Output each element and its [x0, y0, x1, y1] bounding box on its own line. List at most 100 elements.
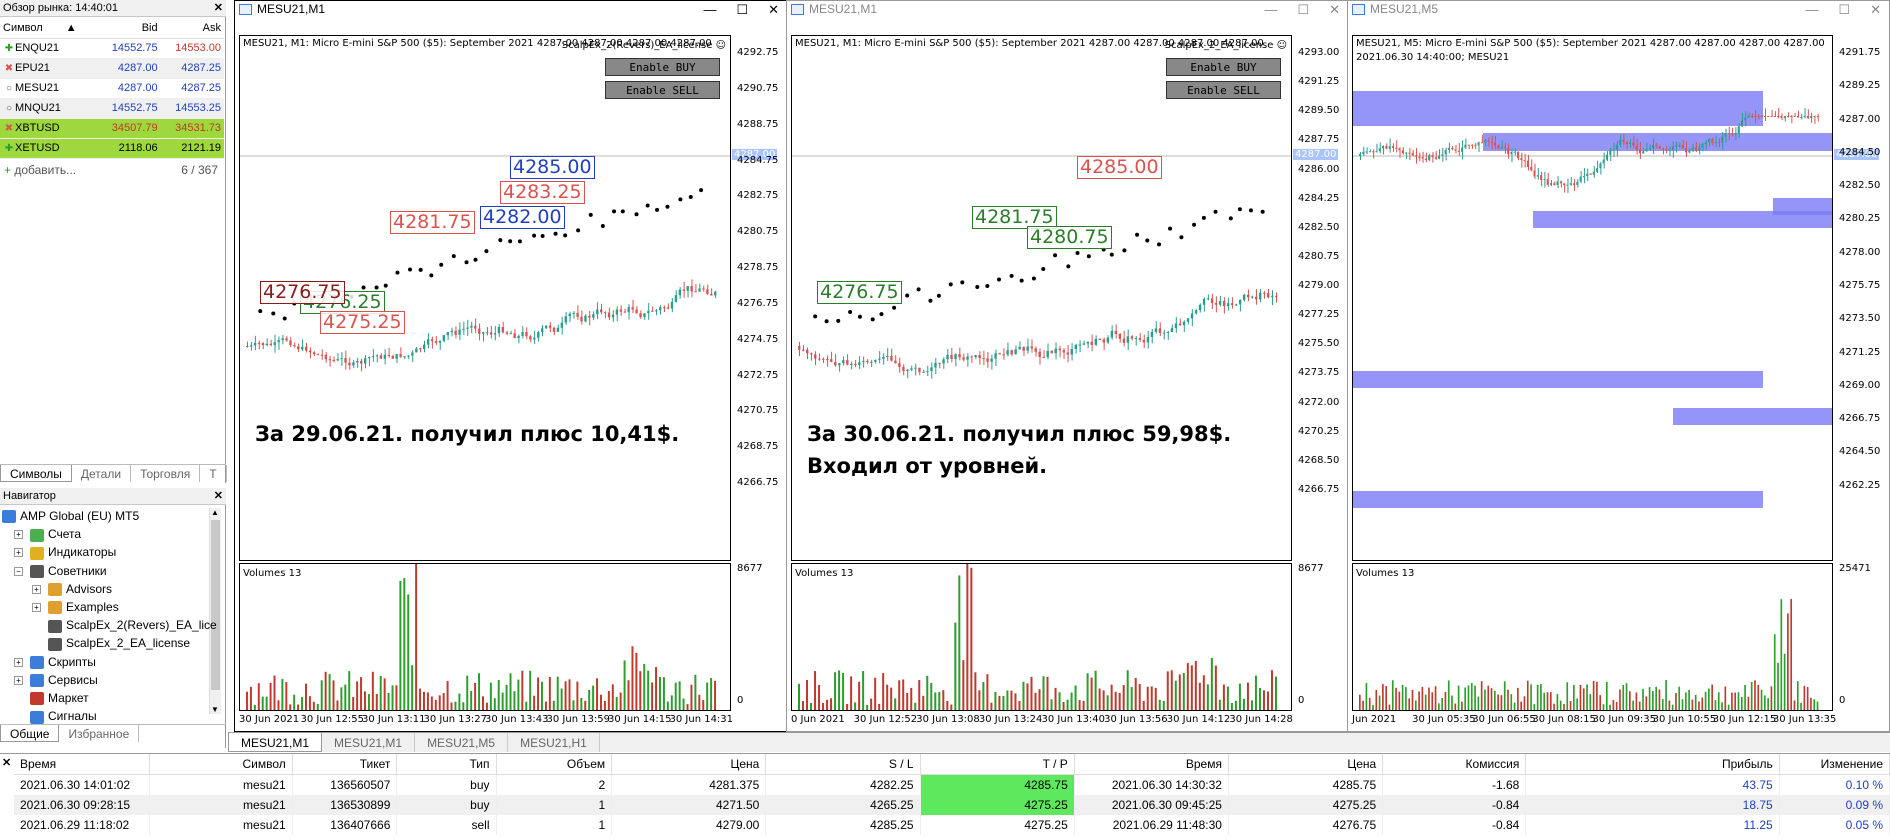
enable-buy-button[interactable]: Enable BUY — [605, 58, 720, 76]
volume-chart-area[interactable]: Volumes 13 — [791, 563, 1292, 711]
trade-column-header[interactable]: Цена — [611, 754, 767, 775]
trade-column-header[interactable]: Прибыль — [1525, 754, 1780, 775]
enable-sell-button[interactable]: Enable SELL — [605, 81, 720, 99]
trade-row[interactable]: 2021.06.30 14:01:02 mesu21 136560507 buy 2 42… — [14, 774, 1890, 795]
trade-column-header[interactable]: Комиссия — [1382, 754, 1527, 775]
tab-details[interactable]: Детали — [72, 465, 132, 482]
navigator-item[interactable]: ScalpEx_2_EA_license — [48, 634, 190, 652]
col-symbol[interactable]: Символ ▲ — [0, 18, 98, 39]
window-controls[interactable]: — ☐ ✕ — [683, 1, 779, 18]
trade-column-header[interactable]: Символ — [149, 754, 293, 775]
chart-tab[interactable]: MESU21,M1 — [322, 733, 416, 752]
navigator-item[interactable]: Сигналы — [30, 707, 97, 725]
volume-bar — [1178, 674, 1181, 710]
chart-window-titlebar[interactable]: MESU21,M1 — ☐ ✕ — [235, 1, 787, 18]
add-symbol-label[interactable]: добавить... — [14, 163, 77, 177]
navigator-item[interactable]: Скрипты — [30, 653, 96, 671]
trade-column-header[interactable]: Изменение — [1779, 754, 1890, 775]
volume-chart-area[interactable]: Volumes 13 — [1352, 563, 1833, 711]
trade-column-header[interactable]: Цена — [1228, 754, 1384, 775]
enable-sell-button[interactable]: Enable SELL — [1166, 81, 1281, 99]
chart-tab[interactable]: MESU21,H1 — [508, 733, 600, 752]
enable-buy-button[interactable]: Enable BUY — [1166, 58, 1281, 76]
add-symbol-row[interactable]: + добавить... 6 / 367 — [4, 163, 218, 177]
trade-column-header[interactable]: Время — [14, 754, 150, 775]
navigator-item[interactable]: Advisors — [48, 580, 112, 598]
symbol-cell[interactable]: ✖ XBTUSD — [0, 118, 98, 139]
close-icon[interactable]: ✕ — [1870, 2, 1881, 17]
trade-column-header[interactable]: Объем — [496, 754, 613, 775]
symbol-cell[interactable]: ○ MNQU21 — [0, 98, 98, 119]
chart-window-titlebar[interactable]: MESU21,M1 — ☐ ✕ — [787, 1, 1348, 18]
symbol-cell[interactable]: ○ MESU21 — [0, 78, 98, 99]
market-watch-row[interactable]: ✚ ENQU21 14552.75 14553.00 — [0, 38, 224, 59]
price-chart-area[interactable]: MESU21, M5: Micro E-mini S&P 500 ($5): S… — [1352, 35, 1833, 561]
volume-bar — [670, 695, 673, 710]
tab-ticks[interactable]: Т — [200, 465, 227, 482]
tab-favorites[interactable]: Избранное — [59, 725, 140, 742]
tab-symbols[interactable]: Символы — [0, 465, 72, 482]
chart-window-titlebar[interactable]: MESU21,M5 — ☐ ✕ — [1348, 1, 1889, 18]
symbol-cell[interactable]: ✖ EPU21 — [0, 58, 98, 79]
close-icon[interactable]: ✕ — [1329, 2, 1340, 17]
candle-body — [1530, 166, 1533, 171]
chart-window[interactable]: MESU21,M1 — ☐ ✕ MESU21, M1: Micro E-mini S&P… — [234, 0, 788, 732]
market-watch-row[interactable]: ○ MESU21 4287.00 4287.25 — [0, 78, 224, 99]
chart-window[interactable]: MESU21,M5 — ☐ ✕ MESU21, M5: Micro E-mini S&P… — [1347, 0, 1890, 732]
expand-toggle-icon[interactable]: + — [14, 530, 23, 540]
volume-bar — [1166, 671, 1169, 710]
window-controls[interactable]: — ☐ ✕ — [1785, 1, 1881, 18]
tab-trading[interactable]: Торговля — [131, 465, 201, 482]
trade-column-header[interactable]: Время — [1074, 754, 1229, 775]
expand-toggle-icon[interactable]: + — [14, 675, 23, 685]
expand-toggle-icon[interactable]: + — [14, 548, 23, 558]
trade-row[interactable]: 2021.06.29 11:18:02 mesu21 136407666 sell 1 4… — [14, 814, 1890, 835]
symbol-cell[interactable]: ✚ ENQU21 — [0, 38, 98, 59]
close-icon[interactable]: ✕ — [2, 757, 12, 769]
navigator-item[interactable]: Индикаторы — [30, 543, 116, 561]
col-ask[interactable]: Ask — [160, 18, 224, 39]
maximize-icon[interactable]: ☐ — [1838, 2, 1851, 17]
chart-tab[interactable]: MESU21,M5 — [415, 733, 509, 752]
navigator-item[interactable]: Советники — [30, 562, 107, 580]
candle-body — [529, 336, 532, 340]
navigator-scrollbar[interactable]: ▲ ▼ — [209, 508, 221, 714]
volume-chart-area[interactable]: Volumes 13 — [239, 563, 731, 711]
close-icon[interactable]: ✕ — [768, 2, 779, 17]
maximize-icon[interactable]: ☐ — [1297, 2, 1310, 17]
trade-row[interactable]: 2021.06.30 09:28:15 mesu21 136530899 buy 1 42… — [14, 794, 1890, 815]
navigator-item[interactable]: ScalpEx_2(Revers)_EA_lice — [48, 616, 217, 634]
col-bid[interactable]: Bid — [97, 18, 161, 39]
trade-column-header[interactable]: S / L — [765, 754, 921, 775]
trade-column-header[interactable]: Тип — [396, 754, 497, 775]
navigator-item[interactable]: Счета — [30, 525, 81, 543]
price-chart-area[interactable]: MESU21, M1: Micro E-mini S&P 500 ($5): S… — [239, 35, 731, 561]
market-watch-row[interactable]: ✖ XBTUSD 34507.79 34531.73 — [0, 118, 224, 139]
chart-window[interactable]: MESU21,M1 — ☐ ✕ MESU21, M1: Micro E-mini S&P… — [786, 0, 1349, 732]
market-watch-row[interactable]: ○ MNQU21 14552.75 14553.25 — [0, 98, 224, 119]
trade-column-header[interactable]: Тикет — [292, 754, 398, 775]
volume-bar — [1655, 686, 1658, 710]
expand-toggle-icon[interactable]: + — [14, 657, 23, 667]
tab-general[interactable]: Общие — [0, 725, 60, 742]
expand-toggle-icon[interactable]: + — [32, 584, 41, 594]
expand-toggle-icon[interactable]: + — [32, 603, 41, 612]
expand-toggle-icon[interactable]: − — [14, 566, 23, 576]
maximize-icon[interactable]: ☐ — [736, 2, 749, 17]
navigator-item[interactable]: Маркет — [30, 689, 89, 707]
window-controls[interactable]: — ☐ ✕ — [1244, 1, 1340, 18]
market-watch-row[interactable]: ✚ XETUSD 2118.06 2121.19 — [0, 138, 224, 159]
minimize-icon[interactable]: — — [703, 2, 717, 17]
minimize-icon[interactable]: — — [1805, 2, 1819, 17]
market-watch-row[interactable]: ✖ EPU21 4287.00 4287.25 — [0, 58, 224, 79]
navigator-item[interactable]: Сервисы — [30, 671, 98, 689]
symbol-cell[interactable]: ✚ XETUSD — [0, 138, 98, 159]
navigator-item[interactable]: AMP Global (EU) MT5 — [2, 507, 139, 525]
close-icon[interactable]: ✕ — [213, 2, 223, 14]
navigator-item[interactable]: Examples — [48, 598, 119, 616]
minimize-icon[interactable]: — — [1264, 2, 1278, 17]
trade-column-header[interactable]: T / P — [920, 754, 1075, 775]
chart-tab[interactable]: MESU21,M1 — [228, 733, 323, 752]
price-chart-area[interactable]: MESU21, M1: Micro E-mini S&P 500 ($5): S… — [791, 35, 1292, 561]
close-icon[interactable]: ✕ — [213, 490, 223, 502]
